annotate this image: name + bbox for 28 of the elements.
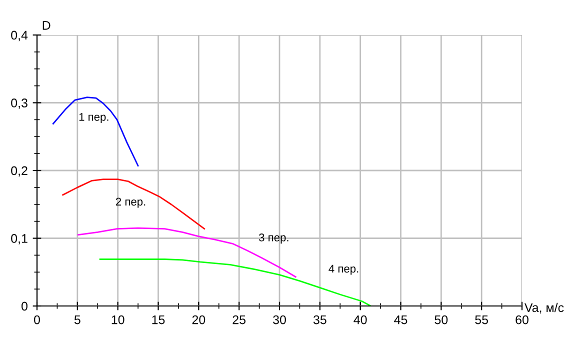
x-axis-title: Va, м/с: [524, 302, 564, 314]
line-series: [52, 96, 139, 166]
series-label: 3 пер.: [258, 234, 288, 244]
series-label: 2 пер.: [116, 198, 146, 208]
y-tick-label: 0,1: [11, 234, 28, 244]
x-tick-label: 55: [475, 315, 488, 324]
line-series: [78, 227, 296, 278]
line-series: [99, 258, 372, 306]
x-tick-label: 25: [232, 315, 246, 324]
x-tick-label: 30: [273, 315, 286, 324]
x-tick-label: 40: [354, 315, 367, 324]
y-tick-label: 0,2: [11, 166, 28, 177]
y-tick-label: 0,3: [11, 98, 28, 109]
y-axis-title: D: [42, 21, 50, 30]
x-tick-label: 35: [313, 315, 326, 324]
x-tick-label: 5: [74, 315, 80, 324]
x-tick-label: 45: [394, 315, 408, 324]
x-tick-label: 15: [152, 315, 165, 324]
x-tick-label: 50: [434, 315, 448, 324]
series-label: 4 пер.: [328, 264, 358, 275]
series-label: 1 пер.: [79, 113, 108, 124]
y-tick-label: 0: [22, 302, 28, 311]
x-tick-label: 0: [34, 315, 40, 324]
y-tick-label: 0,4: [11, 30, 28, 42]
x-tick-label: 10: [112, 315, 124, 324]
x-tick-label: 60: [516, 315, 528, 324]
x-tick-label: 20: [192, 315, 206, 324]
line-series: [62, 178, 206, 230]
